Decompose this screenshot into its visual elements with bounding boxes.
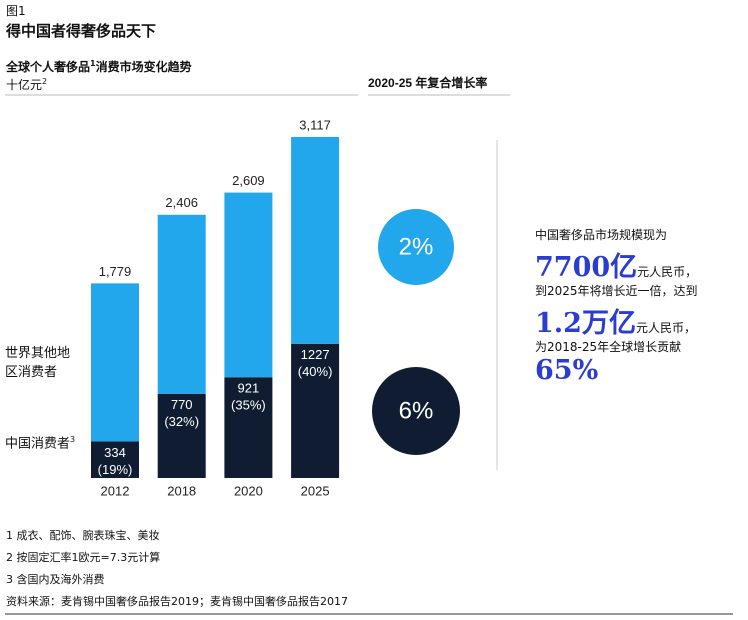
callout-text: 为2018-25年全球增长贡献 (535, 340, 682, 354)
x-tick-label: 2012 (101, 483, 130, 498)
unit-text: 十亿元 (6, 78, 43, 92)
bar-segment (157, 393, 206, 478)
note-mark: 1 (90, 59, 96, 68)
value-label: 1227 (301, 347, 330, 362)
cagr-label: 6% (399, 397, 434, 424)
total-label: 2,406 (165, 195, 198, 210)
total-label: 1,779 (99, 264, 132, 279)
share-label: (32%) (164, 414, 199, 429)
value-label: 770 (171, 397, 193, 412)
subtitle-text: 全球个人奢侈品 (6, 60, 91, 74)
share-label: (40%) (298, 364, 333, 379)
series-label: 中国消费者3 (5, 430, 75, 453)
subtitle-text: 消费市场变化趋势 (95, 60, 192, 74)
bar-segment (224, 192, 273, 378)
share-label: (35%) (231, 398, 266, 413)
footnote: 3 含国内及海外消费 (6, 573, 105, 586)
cagr-circle (372, 367, 460, 455)
bar-segment (291, 343, 340, 478)
bar-segment (157, 214, 206, 394)
callout-text: 到2025年将增长近一倍，达到 (535, 284, 698, 298)
unit: 十亿元2 (6, 76, 47, 93)
series-name: 中国消费者 (5, 436, 71, 452)
footnote: 2 按固定汇率1欧元=7.3元计算 (6, 551, 161, 564)
bar-segment (224, 377, 273, 478)
title: 得中国者得奢侈品天下 (6, 22, 157, 40)
callout-text: 元人民币， (635, 321, 696, 335)
x-tick-label: 2025 (301, 483, 330, 498)
cagr-circle (378, 209, 454, 285)
cagr-title: 2020-25 年复合增长率 (368, 76, 488, 90)
bar-segment (91, 283, 139, 442)
callout-figure: 7700亿元人民币， (535, 245, 697, 284)
value-label: 334 (104, 445, 126, 460)
callout-big: 65% (535, 355, 599, 386)
x-tick-label: 2020 (234, 483, 263, 498)
bar-segment (91, 441, 139, 478)
subtitle: 全球个人奢侈品1消费市场变化趋势 (6, 58, 192, 75)
callout-text: 中国奢侈品市场规模现为 (535, 228, 668, 242)
cagr-label: 2% (399, 233, 434, 260)
callout-big: 1.2万亿 (535, 308, 636, 339)
total-label: 2,609 (232, 173, 265, 188)
figure-label: 图1 (6, 4, 26, 18)
callout-figure: 1.2万亿元人民币， (535, 301, 696, 340)
note-mark: 2 (42, 77, 48, 86)
source: 资料来源：麦肯锡中国奢侈品报告2019；麦肯锡中国奢侈品报告2017 (6, 595, 348, 608)
callout-big: 7700亿 (535, 252, 638, 283)
note-mark: 3 (70, 435, 76, 444)
series-label: 世界其他地区消费者 (5, 346, 71, 380)
total-label: 3,117 (299, 117, 331, 132)
value-label: 921 (238, 381, 260, 396)
footnote: 1 成衣、配饰、腕表珠宝、美妆 (6, 529, 160, 542)
callout-text: 元人民币， (637, 265, 698, 279)
bar-segment (291, 137, 340, 344)
x-tick-label: 2018 (167, 483, 196, 498)
share-label: (19%) (98, 462, 133, 477)
